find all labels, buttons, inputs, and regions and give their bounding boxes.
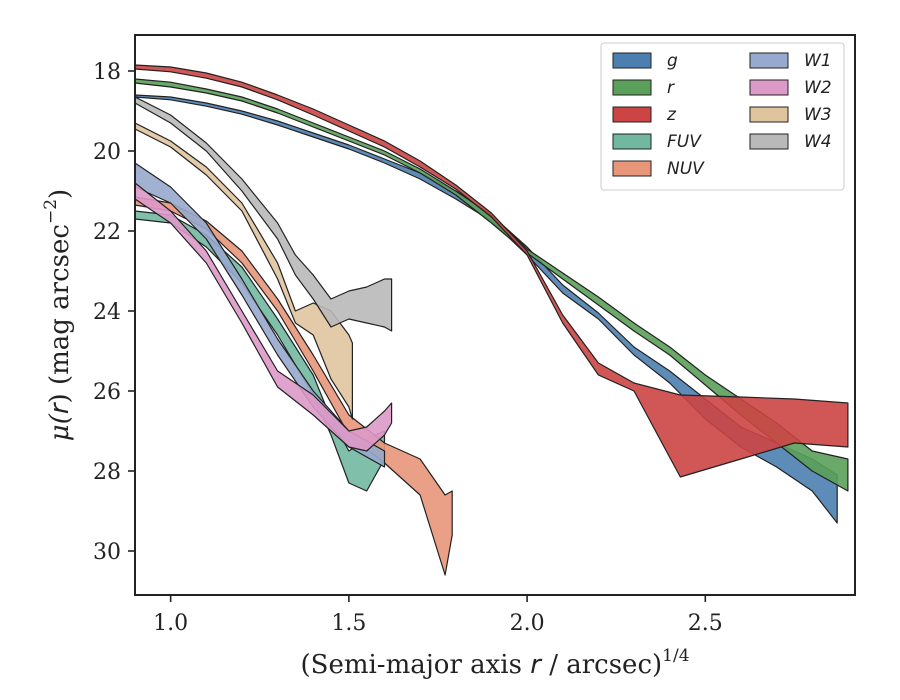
y-tick-label: 30: [93, 540, 121, 565]
legend-label-z: z: [666, 105, 677, 125]
legend-label-W4: W4: [804, 132, 832, 152]
band-g: [134, 94, 838, 524]
legend-label-FUV: FUV: [667, 132, 702, 152]
x-tick-label: 1.0: [153, 611, 188, 636]
x-axis-label: (Semi-major axis r / arcsec)1/4: [300, 646, 689, 680]
legend-label-W2: W2: [804, 78, 832, 98]
x-tick-label: 2.5: [688, 611, 723, 636]
legend-swatch-W3: [749, 106, 789, 123]
profile-bands: [134, 64, 849, 576]
band-W3: [134, 122, 353, 420]
band-NUV: [134, 196, 453, 576]
y-tick-label: 26: [93, 380, 121, 405]
legend-swatch-NUV: [612, 160, 652, 177]
y-axis-ticks: 18 20 22 24 26 28 30: [93, 60, 135, 565]
legend-swatch-g: [612, 52, 652, 69]
band-W1: [134, 162, 386, 468]
y-tick-label: 24: [93, 300, 121, 325]
y-axis-label: μ(r) (mag arcsec−2): [41, 189, 75, 441]
legend-label-W1: W1: [804, 51, 832, 71]
legend-swatch-W2: [749, 79, 789, 96]
band-z: [134, 64, 849, 478]
legend-swatch-W4: [749, 133, 789, 150]
legend-swatch-z: [612, 106, 652, 123]
y-tick-label: 18: [93, 60, 121, 85]
x-tick-label: 2.0: [510, 611, 545, 636]
x-tick-label: 1.5: [331, 611, 366, 636]
legend-label-r: r: [667, 78, 675, 98]
legend-label-W3: W3: [804, 105, 832, 125]
legend: grz FUV NUV W1 W2 W3 W4: [600, 42, 845, 191]
y-tick-label: 20: [93, 140, 121, 165]
legend-swatch-W1: [749, 52, 789, 69]
legend-swatch-FUV: [612, 133, 652, 150]
band-r: [134, 78, 849, 492]
y-tick-label: 28: [93, 460, 121, 485]
y-tick-label: 22: [93, 220, 121, 245]
band-W4: [134, 96, 393, 332]
legend-label-g: g: [667, 51, 678, 71]
legend-label-NUV: NUV: [667, 159, 705, 179]
plot-frame: [134, 34, 856, 596]
legend-swatch-r: [612, 79, 652, 96]
band-W2: [134, 182, 393, 452]
x-axis-ticks: 1.0 1.5 2.0 2.5: [153, 595, 723, 636]
